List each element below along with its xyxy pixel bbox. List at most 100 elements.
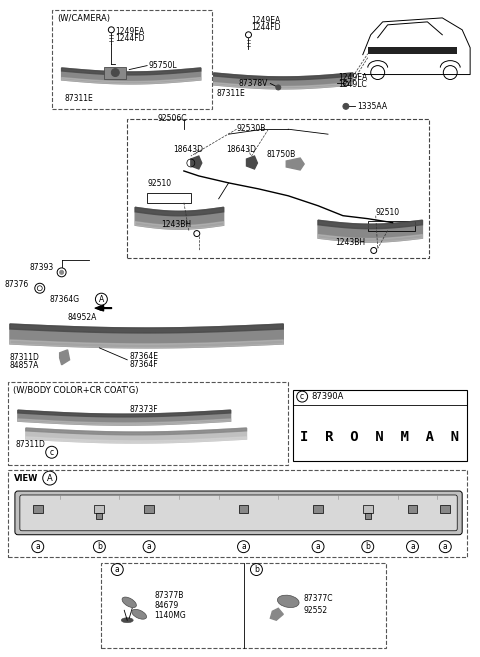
Text: 87377C: 87377C	[303, 594, 333, 603]
Polygon shape	[214, 83, 353, 89]
Text: 87311E: 87311E	[65, 94, 93, 103]
Text: 81750B: 81750B	[266, 150, 296, 158]
Bar	[363, 505, 373, 513]
Text: 87377B: 87377B	[154, 591, 183, 600]
Ellipse shape	[122, 597, 136, 608]
Bar	[440, 505, 450, 513]
Bar	[52, 10, 212, 109]
Bar	[144, 505, 154, 513]
Polygon shape	[61, 68, 201, 75]
Text: 1249EA: 1249EA	[252, 16, 281, 26]
Text: 87364F: 87364F	[129, 360, 158, 369]
Text: 87378V: 87378V	[239, 79, 268, 88]
Text: 87364G: 87364G	[50, 295, 80, 304]
Polygon shape	[10, 324, 283, 348]
Circle shape	[276, 85, 281, 90]
Circle shape	[111, 68, 119, 76]
Circle shape	[343, 103, 349, 109]
Text: 92552: 92552	[303, 606, 327, 615]
Text: a: a	[443, 542, 448, 551]
Bar	[293, 390, 467, 461]
Polygon shape	[286, 158, 304, 170]
Bar	[408, 505, 418, 513]
Text: a: a	[147, 542, 152, 551]
Text: 1249LC: 1249LC	[338, 80, 367, 89]
Bar	[104, 66, 126, 79]
Circle shape	[60, 270, 64, 275]
Text: a: a	[316, 542, 321, 551]
Text: a: a	[410, 542, 415, 551]
Bar	[95, 505, 104, 513]
Text: 87311D: 87311D	[10, 353, 40, 362]
Text: 92530B: 92530B	[237, 124, 266, 133]
Text: VIEW: VIEW	[14, 474, 38, 483]
Bar	[313, 505, 323, 513]
Polygon shape	[135, 208, 224, 215]
Text: 87311D: 87311D	[16, 440, 46, 449]
Text: 87364E: 87364E	[129, 352, 158, 361]
Text: 84857A: 84857A	[10, 361, 39, 371]
Bar	[368, 221, 416, 231]
Text: 18643D: 18643D	[173, 145, 203, 154]
Polygon shape	[318, 235, 422, 242]
Text: 92510: 92510	[376, 208, 400, 217]
Text: b: b	[97, 542, 102, 551]
Bar	[239, 505, 249, 513]
Polygon shape	[26, 428, 247, 443]
FancyArrowPatch shape	[96, 306, 111, 310]
Text: 84679: 84679	[154, 600, 178, 610]
Ellipse shape	[277, 595, 299, 608]
Bar	[368, 47, 457, 54]
Text: 1249EA: 1249EA	[115, 28, 144, 36]
Text: a: a	[36, 542, 40, 551]
Polygon shape	[247, 156, 257, 169]
Bar	[8, 470, 467, 556]
Text: A: A	[47, 474, 53, 483]
Text: c: c	[300, 392, 304, 401]
Polygon shape	[26, 437, 247, 443]
Polygon shape	[135, 221, 224, 229]
Text: 87393: 87393	[30, 263, 54, 272]
Polygon shape	[318, 220, 422, 229]
Text: 87390A: 87390A	[311, 392, 344, 401]
Text: 1335AA: 1335AA	[357, 102, 387, 111]
Text: 1244FD: 1244FD	[252, 24, 281, 32]
Bar	[96, 513, 102, 519]
Text: 18643D: 18643D	[227, 145, 257, 154]
Text: c: c	[49, 448, 54, 457]
Text: 84952A: 84952A	[68, 313, 97, 321]
Polygon shape	[18, 419, 230, 425]
Text: b: b	[365, 542, 370, 551]
Polygon shape	[270, 608, 283, 620]
Text: A: A	[99, 295, 104, 304]
Text: I  R  O  N  M  A  N: I R O N M A N	[300, 430, 459, 444]
FancyBboxPatch shape	[15, 491, 462, 535]
Polygon shape	[135, 208, 224, 229]
Text: (W/BODY COLOR+CR COAT'G): (W/BODY COLOR+CR COAT'G)	[13, 386, 138, 395]
Polygon shape	[18, 410, 230, 425]
Text: 1244FD: 1244FD	[115, 34, 145, 43]
FancyArrowPatch shape	[95, 306, 111, 311]
Polygon shape	[61, 68, 201, 84]
Text: 92506C: 92506C	[157, 114, 187, 123]
Text: 1249EA: 1249EA	[338, 73, 367, 82]
Text: a: a	[115, 565, 120, 574]
Text: 87311E: 87311E	[216, 89, 245, 98]
FancyBboxPatch shape	[20, 495, 457, 531]
Polygon shape	[18, 410, 230, 417]
Polygon shape	[214, 73, 353, 80]
Polygon shape	[318, 220, 422, 242]
Text: 87373F: 87373F	[129, 405, 158, 414]
Polygon shape	[191, 156, 202, 169]
Text: 1243BH: 1243BH	[161, 220, 191, 229]
Bar	[101, 562, 385, 648]
Bar	[33, 505, 43, 513]
Text: 87376: 87376	[5, 280, 29, 289]
Polygon shape	[26, 428, 247, 435]
Polygon shape	[214, 73, 353, 89]
Bar	[365, 513, 371, 519]
Text: b: b	[254, 565, 259, 574]
Bar	[127, 120, 430, 258]
Text: 1243BH: 1243BH	[335, 238, 365, 247]
Text: a: a	[241, 542, 246, 551]
